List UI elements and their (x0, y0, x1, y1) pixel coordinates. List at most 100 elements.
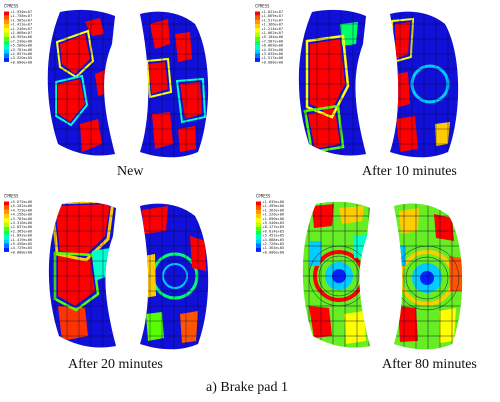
legend-value: +1.499e+06 (263, 204, 285, 208)
legend-swatch (256, 214, 261, 219)
legend-value: +4.256e+06 (11, 213, 33, 217)
legend-value: +1.062e+07 (262, 31, 284, 35)
legend-swatch (4, 45, 9, 50)
legend-value: +5.675e+06 (11, 200, 33, 204)
legend-value: +3.310e+06 (11, 221, 33, 225)
legend-value: +1.366e+07 (262, 23, 284, 27)
caption-after-80-minutes: After 80 minutes (382, 357, 477, 372)
legend-swatch (4, 218, 9, 223)
legend-swatch (256, 230, 261, 236)
pad-left-new (47, 9, 115, 156)
legend-title: CPRESS (4, 4, 19, 9)
legend-value: +4.729e+06 (11, 208, 33, 212)
legend-swatch (256, 205, 261, 210)
legend-title: CPRESS (4, 194, 19, 199)
legend-value: +1.892e+06 (11, 234, 33, 238)
caption-after-20-minutes: After 20 minutes (68, 357, 163, 372)
pad-right-new (140, 11, 209, 158)
legend-value: +0.000e+00 (11, 250, 33, 254)
legend-value: +9.104e+06 (262, 35, 284, 39)
legend-value: +4.088e+05 (263, 238, 285, 242)
legend-swatch (256, 209, 261, 215)
legend-swatch (4, 235, 9, 240)
legend-value: +2.057e+06 (11, 52, 33, 56)
legend-swatch (256, 226, 261, 231)
legend-value: +1.635e+06 (263, 200, 285, 204)
legend-value: +0.000e+00 (11, 60, 33, 64)
legend-value: +1.517e+06 (262, 56, 284, 60)
legend-swatch (256, 201, 261, 206)
contour-plot-after-80-minutes (302, 201, 463, 350)
legend-swatch (4, 205, 9, 210)
legend-value: +1.090e+06 (263, 217, 285, 221)
pad-left-after-20-minutes (48, 201, 117, 348)
legend-swatch (255, 57, 260, 62)
legend-swatch (4, 15, 9, 20)
legend-value: +9.458e+05 (11, 242, 33, 246)
legend-swatch (4, 226, 9, 231)
legend-value: +8.955e+06 (11, 35, 33, 39)
legend-swatch (4, 36, 9, 41)
legend-value: +0.000e+00 (262, 60, 284, 64)
legend-value: +2.726e+05 (263, 242, 285, 246)
legend-value: +5.202e+06 (11, 204, 33, 208)
legend-swatch (256, 239, 261, 244)
legend-swatch (255, 49, 260, 54)
legend-value: +6.814e+05 (263, 229, 285, 233)
legend-swatch (4, 19, 9, 25)
legend-value: +3.035e+06 (262, 52, 284, 56)
panel-after-20-minutes: CPRESS +5.675e+06 +5.202e+06 +4.729e+06 +4.2… (0, 190, 250, 380)
legend-value: +1.413e+07 (11, 23, 33, 27)
panel-after-10-minutes: CPRESS +1.821e+07 +1.669e+07 +1.517e+07 +1.3… (250, 0, 500, 185)
pad-right-after-10-minutes (390, 11, 459, 158)
legend-swatch (256, 222, 261, 227)
legend-after-20-minutes: CPRESS+5.675e+06+5.202e+06+4.729e+06+4.2… (4, 194, 33, 254)
figure-caption: a) Brake pad 1 (206, 380, 289, 395)
legend-value: +1.821e+07 (262, 10, 284, 14)
legend-swatch (4, 247, 9, 252)
legend-swatch (256, 218, 261, 223)
legend-swatch (256, 243, 261, 248)
legend-swatch (4, 49, 9, 54)
legend-swatch (4, 28, 9, 33)
legend-swatch (255, 40, 260, 46)
legend-swatch (255, 24, 260, 29)
legend-swatch (255, 19, 260, 25)
legend-value: +1.419e+06 (11, 238, 33, 242)
legend-value: +1.930e+07 (11, 10, 33, 14)
legend-value: +1.068e+07 (11, 31, 33, 35)
legend-swatch (4, 222, 9, 227)
legend-value: +1.363e+05 (263, 246, 285, 250)
legend-swatch (256, 235, 261, 240)
legend-value: +0.000e+00 (263, 250, 285, 254)
legend-value: +9.540e+05 (263, 221, 285, 225)
legend-swatch (4, 201, 9, 206)
panel-new: CPRESS +1.930e+07 +1.758e+07 +1.585e+07 +1.4… (0, 0, 250, 185)
legend-swatch (4, 24, 9, 29)
pad-left-after-80-minutes (302, 201, 371, 348)
panel-after-80-minutes: CPRESS +1.635e+06 +1.499e+06 +1.363e+06 +1.2… (250, 190, 500, 380)
legend-swatch (4, 209, 9, 215)
contour-plot-new (47, 9, 209, 158)
legend-value: +4.729e+05 (11, 246, 33, 250)
caption-new: New (117, 164, 144, 179)
pad-right-after-80-minutes (394, 203, 463, 350)
legend-value: +1.214e+07 (262, 27, 284, 31)
legend-swatch (4, 40, 9, 46)
legend-swatch (255, 45, 260, 50)
legend-value: +5.506e+06 (11, 44, 33, 48)
legend-swatch (4, 11, 9, 16)
legend-title: CPRESS (256, 194, 271, 199)
legend-swatch (4, 214, 9, 219)
legend-swatch (255, 15, 260, 20)
contour-plot-after-10-minutes (298, 9, 459, 158)
legend-swatch (256, 247, 261, 252)
legend-swatch (4, 243, 9, 248)
legend-swatch (4, 53, 9, 58)
legend-swatch (255, 28, 260, 33)
legend-after-10-minutes: CPRESS+1.821e+07+1.669e+07+1.517e+07+1.3… (255, 4, 284, 64)
legend-after-80-minutes: CPRESS+1.635e+06+1.499e+06+1.363e+06+1.2… (256, 194, 285, 254)
legend-swatch (255, 32, 260, 37)
legend-value: +3.781e+06 (11, 48, 33, 52)
legend-value: +4.552e+06 (262, 48, 284, 52)
